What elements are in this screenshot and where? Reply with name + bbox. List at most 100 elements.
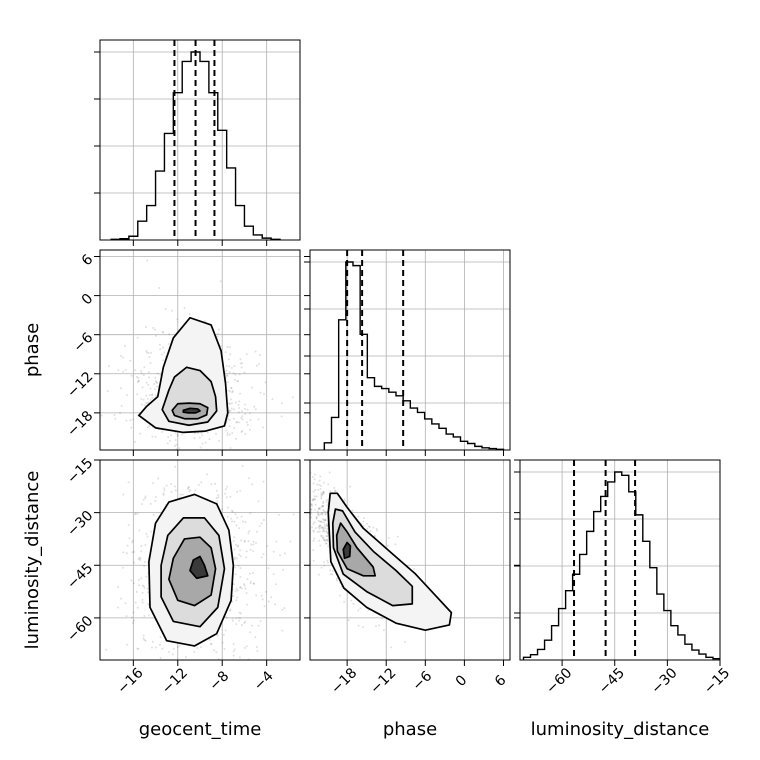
- sample-point: [117, 585, 120, 588]
- sample-point: [320, 484, 323, 487]
- sample-point: [319, 513, 322, 516]
- sample-point: [232, 372, 235, 375]
- sample-point: [362, 520, 365, 523]
- sample-point: [151, 646, 154, 649]
- sample-point: [228, 371, 231, 374]
- sample-point: [243, 371, 246, 374]
- sample-point: [318, 530, 321, 533]
- sample-point: [264, 590, 267, 593]
- sample-point: [343, 498, 346, 501]
- sample-point: [154, 376, 157, 379]
- sample-point: [148, 394, 151, 397]
- sample-point: [231, 510, 234, 513]
- sample-point: [243, 407, 246, 410]
- sample-point: [233, 426, 236, 429]
- sample-point: [122, 566, 125, 569]
- sample-point: [320, 492, 323, 495]
- sample-point: [303, 502, 305, 504]
- sample-point: [290, 489, 292, 491]
- sample-point: [271, 398, 274, 401]
- sample-point: [138, 556, 141, 559]
- x-tick-label: −8: [206, 668, 232, 694]
- sample-point: [139, 559, 142, 562]
- sample-point: [216, 500, 219, 503]
- sample-point: [146, 351, 149, 354]
- sample-point: [215, 497, 218, 500]
- sample-point: [235, 623, 238, 626]
- sample-point: [321, 526, 324, 529]
- sample-point: [158, 343, 161, 346]
- sample-point: [136, 606, 139, 609]
- x-tick-label: 6: [492, 672, 510, 690]
- sample-point: [231, 390, 234, 393]
- sample-point: [256, 649, 259, 652]
- sample-point: [280, 402, 283, 405]
- panel-frame: [99, 249, 301, 451]
- sample-point: [167, 435, 170, 438]
- sample-point: [324, 512, 327, 515]
- sample-point: [324, 518, 327, 521]
- sample-point: [233, 556, 236, 559]
- sample-point: [313, 537, 316, 540]
- sample-point: [292, 513, 295, 516]
- sample-point: [246, 603, 249, 606]
- sample-point: [324, 542, 327, 545]
- sample-point: [241, 430, 244, 433]
- sample-point: [238, 407, 241, 410]
- panel-2-0: −16 −12 −8 −4 −60 −45 −30 −15: [64, 455, 301, 697]
- sample-point: [224, 351, 227, 354]
- sample-point: [298, 504, 300, 506]
- sample-point: [251, 624, 254, 627]
- sample-point: [277, 513, 280, 516]
- sample-point: [145, 575, 148, 578]
- sample-point: [230, 402, 233, 405]
- sample-point: [161, 647, 164, 650]
- sample-point: [201, 677, 203, 679]
- sample-point: [324, 519, 327, 522]
- contour-innermost: [189, 555, 209, 580]
- sample-point: [322, 502, 325, 505]
- sample-point: [243, 646, 246, 649]
- sample-point: [318, 507, 321, 510]
- sample-point: [236, 516, 239, 519]
- sample-point: [210, 483, 213, 486]
- sample-point: [145, 381, 148, 384]
- sample-point: [335, 577, 338, 580]
- sample-point: [316, 483, 319, 486]
- sample-point: [260, 594, 263, 597]
- sample-point: [236, 557, 239, 560]
- sample-point: [152, 482, 155, 485]
- sample-point: [328, 569, 331, 572]
- sample-point: [132, 611, 135, 614]
- sample-point: [230, 398, 233, 401]
- sample-point: [136, 393, 139, 396]
- sample-point: [198, 436, 201, 439]
- x-tick-label: −60: [543, 665, 575, 697]
- sample-point: [140, 544, 143, 547]
- sample-point: [125, 552, 128, 555]
- sample-point: [170, 434, 173, 437]
- sample-point: [133, 550, 136, 553]
- sample-point: [217, 496, 220, 499]
- sample-point: [174, 485, 177, 488]
- sample-point: [196, 646, 199, 649]
- sample-point: [314, 498, 317, 501]
- sample-point: [137, 379, 140, 382]
- sample-point: [164, 308, 167, 311]
- sample-point: [135, 375, 138, 378]
- sample-point: [368, 525, 371, 528]
- sample-point: [312, 549, 315, 552]
- sample-point: [166, 665, 168, 667]
- sample-point: [242, 583, 245, 586]
- panel-frame: [519, 459, 721, 661]
- sample-point: [126, 544, 129, 547]
- sample-point: [254, 636, 257, 639]
- sample-point: [295, 498, 297, 500]
- sample-point: [147, 376, 150, 379]
- sample-point: [241, 362, 244, 365]
- sample-point: [229, 390, 232, 393]
- sample-point: [224, 492, 227, 495]
- contour-outer: [327, 492, 453, 632]
- sample-point: [167, 651, 170, 654]
- sample-point: [143, 638, 146, 641]
